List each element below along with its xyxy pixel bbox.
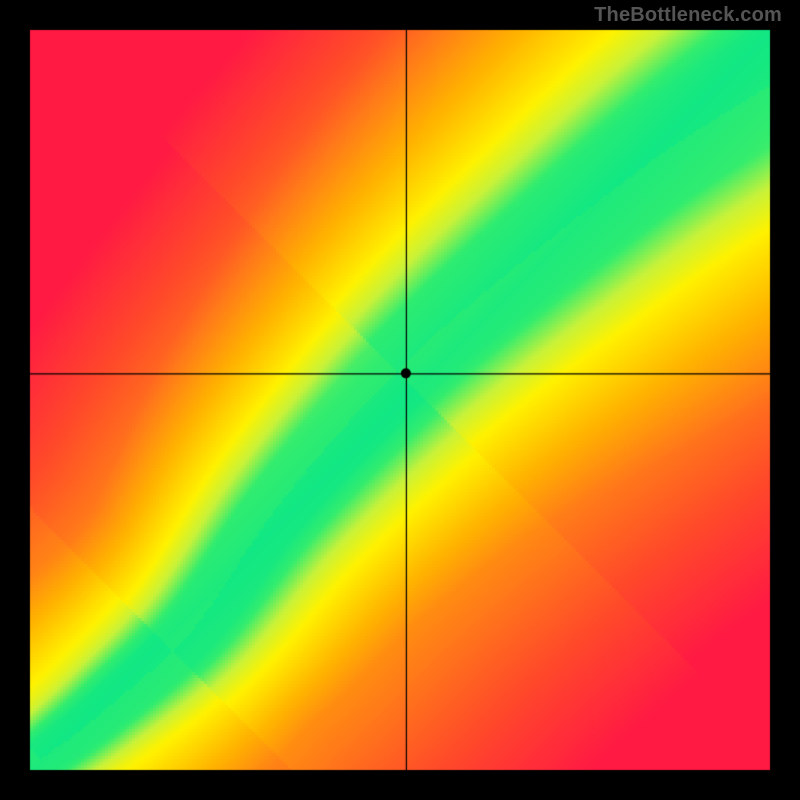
chart-container: TheBottleneck.com: [0, 0, 800, 800]
bottleneck-heatmap: [0, 0, 800, 800]
watermark-text: TheBottleneck.com: [594, 4, 782, 27]
